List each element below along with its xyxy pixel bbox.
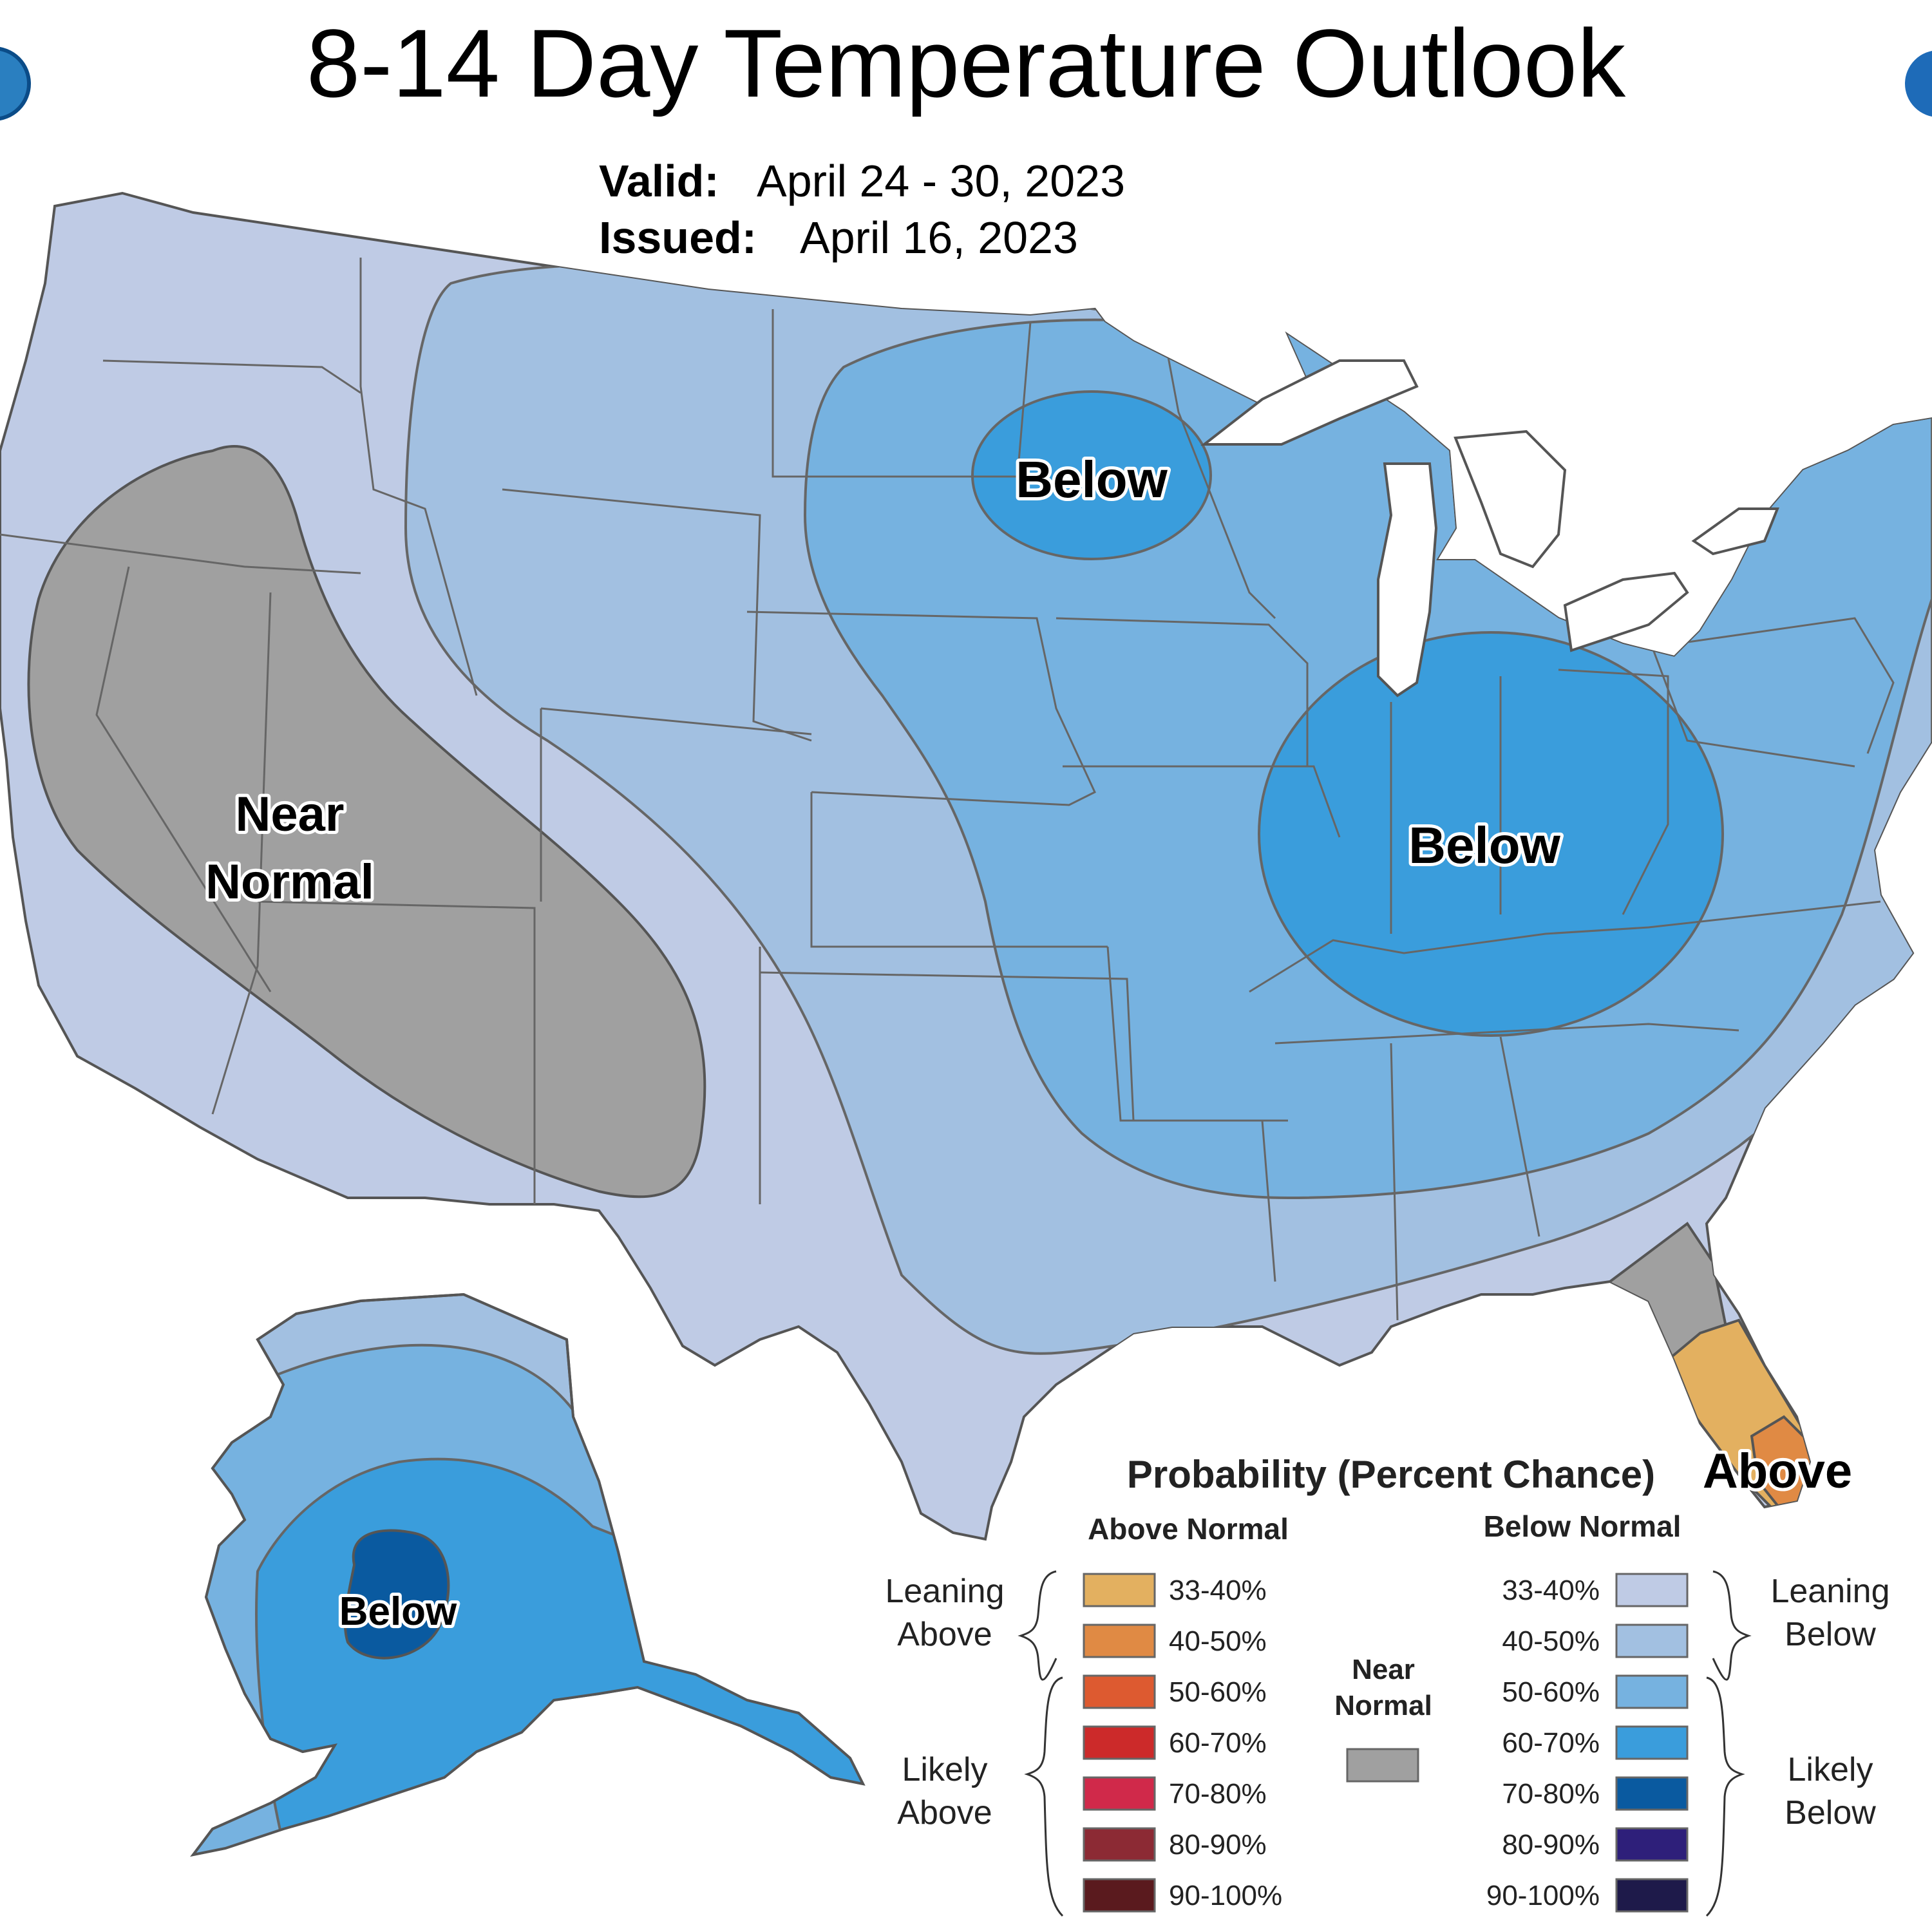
legend-above-swatch-3: [1083, 1674, 1156, 1709]
legend-near-normal-swatch: [1346, 1748, 1419, 1783]
legend-below-swatch-6: [1615, 1827, 1689, 1862]
legend-above-swatch-4: [1083, 1725, 1156, 1760]
legend-below-label-1: 33-40%: [1502, 1575, 1600, 1606]
legend-near-normal-line1: Near: [1352, 1654, 1415, 1685]
likely-below-line2: Below: [1785, 1794, 1876, 1832]
legend-below-label-4: 60-70%: [1502, 1727, 1600, 1759]
header: 8-14 Day Temperature Outlook Valid: Apri…: [0, 9, 1932, 263]
legend-above-label-4: 60-70%: [1169, 1727, 1267, 1759]
likely-above-line1: Likely: [902, 1751, 988, 1788]
region-labels: Near Normal Below Below Below Above: [202, 448, 1855, 1637]
legend-above-label-5: 70-80%: [1169, 1778, 1267, 1810]
issued-label: Issued:: [599, 213, 757, 263]
leaning-above-line2: Above: [897, 1616, 992, 1653]
legend-above-label-6: 80-90%: [1169, 1829, 1267, 1861]
legend-above-label-2: 40-50%: [1169, 1625, 1267, 1657]
great-lakes: [1200, 359, 1779, 697]
legend-below-label-6: 80-90%: [1502, 1829, 1600, 1861]
legend-below-swatch-5: [1615, 1776, 1689, 1811]
likely-below-line1: Likely: [1788, 1751, 1873, 1788]
leaning-below-line1: Leaning: [1770, 1573, 1889, 1610]
legend-below-swatch-3: [1615, 1674, 1689, 1709]
legend-below-header: Below Normal: [1484, 1510, 1681, 1543]
legend-above-swatch-5: [1083, 1776, 1156, 1811]
leaning-below-line2: Below: [1785, 1616, 1876, 1653]
issued-value: April 16, 2023: [800, 213, 1078, 263]
leaning-below-brace: [1712, 1570, 1752, 1681]
legend-below-label-5: 70-80%: [1502, 1778, 1600, 1810]
below-alaska-label: Below: [339, 1589, 457, 1634]
state-borders: [0, 258, 1895, 1321]
legend-above-label-1: 33-40%: [1169, 1575, 1267, 1606]
near-normal-label-line2: Normal: [205, 855, 374, 909]
valid-label: Valid:: [599, 156, 719, 206]
legend-below-swatch-1: [1615, 1573, 1689, 1607]
leaning-above-brace: [1018, 1570, 1057, 1681]
page-title: 8-14 Day Temperature Outlook: [307, 9, 1626, 117]
alaska-map: [192, 1293, 864, 1856]
valid-value: April 24 - 30, 2023: [757, 156, 1125, 206]
legend-above-swatch-2: [1083, 1624, 1156, 1658]
legend-above-swatch-1: [1083, 1573, 1156, 1607]
alaska-below-60-70-zone: [255, 1457, 863, 1855]
below-north-label: Below: [1016, 451, 1168, 508]
likely-below-brace: [1705, 1676, 1745, 1917]
legend-title: Probability (Percent Chance): [1127, 1453, 1655, 1496]
legend-below-swatch-7: [1615, 1878, 1689, 1913]
legend-below-label-7: 90-100%: [1486, 1880, 1600, 1911]
legend: Probability (Percent Chance) Above Norma…: [885, 1453, 1890, 1917]
legend-below-label-2: 40-50%: [1502, 1625, 1600, 1657]
below-ohio-label: Below: [1408, 817, 1560, 874]
legend-above-label-3: 50-60%: [1169, 1676, 1267, 1708]
legend-below-swatch-4: [1615, 1725, 1689, 1760]
alaska-below-70-80-zone: [343, 1529, 450, 1660]
legend-above-swatch-7: [1083, 1878, 1156, 1913]
legend-above-rows: 33-40% 40-50% 50-60% 60-70% 70-80% 80-90% 90-1…: [1083, 1573, 1282, 1913]
near-normal-label-line1: Near: [236, 787, 345, 842]
noaa-left-logo: [0, 46, 31, 121]
legend-above-header: Above Normal: [1088, 1512, 1289, 1546]
legend-above-swatch-6: [1083, 1827, 1156, 1862]
conus-below-north-zone: [971, 390, 1212, 560]
above-florida-label: Above: [1703, 1444, 1852, 1499]
conus-below-ohio-zone: [1258, 631, 1724, 1037]
likely-above-line2: Above: [897, 1794, 992, 1832]
legend-below-swatch-2: [1615, 1624, 1689, 1658]
noaa-right-logo: [1901, 46, 1932, 121]
legend-below-label-3: 50-60%: [1502, 1676, 1600, 1708]
likely-above-brace: [1024, 1676, 1064, 1917]
conus-near-normal-west-zone: [27, 445, 706, 1198]
legend-above-label-7: 90-100%: [1169, 1880, 1282, 1911]
legend-near-normal-line2: Normal: [1334, 1690, 1432, 1721]
leaning-above-line1: Leaning: [885, 1573, 1004, 1610]
legend-below-rows: 33-40% 40-50% 50-60% 60-70% 70-80% 80-90% 90-1…: [1486, 1573, 1689, 1913]
